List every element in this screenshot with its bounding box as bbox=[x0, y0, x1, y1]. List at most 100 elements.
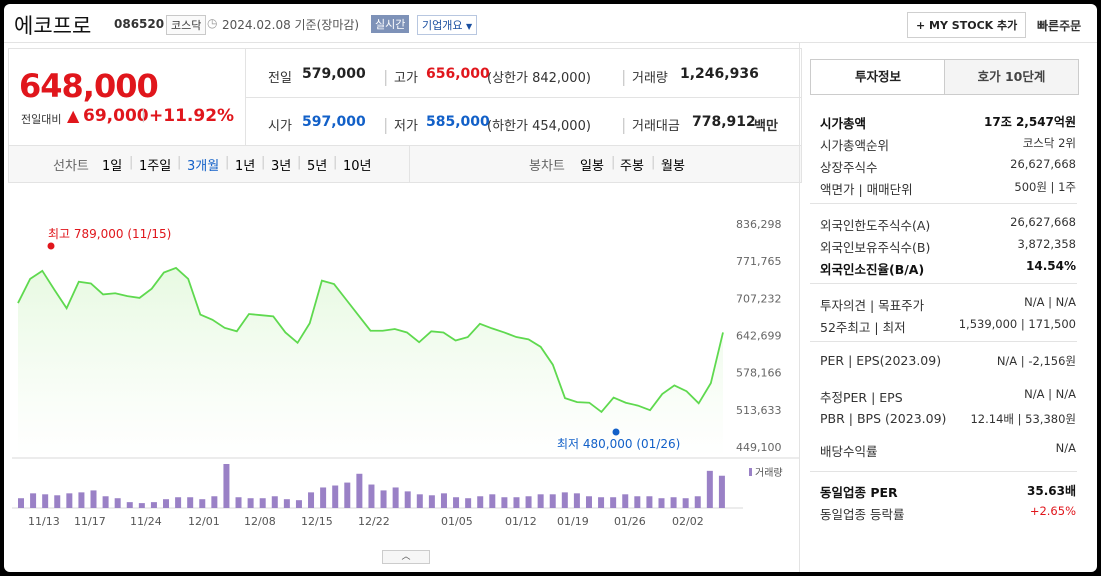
y-tick-label: 836,298 bbox=[736, 218, 782, 231]
info-label: PBR | BPS (2023.09) bbox=[820, 411, 947, 426]
volume-bar bbox=[66, 493, 73, 508]
volume-bar bbox=[332, 485, 339, 508]
chevron-down-icon: ▼ bbox=[465, 22, 473, 31]
volume-bar bbox=[187, 497, 194, 508]
volume-bar bbox=[356, 473, 363, 508]
info-value: +2.65% bbox=[1029, 504, 1076, 518]
x-tick-label: 01/19 bbox=[557, 515, 589, 528]
tab-orderbook[interactable]: 호가 10단계 bbox=[944, 59, 1079, 95]
volume-bar bbox=[259, 498, 266, 508]
divider bbox=[810, 203, 1077, 204]
tab-1w[interactable]: 1주일 bbox=[139, 159, 172, 174]
info-value: N/A | -2,156원 bbox=[996, 354, 1076, 368]
info-label: PER | EPS(2023.09) bbox=[820, 353, 942, 368]
volume-bar bbox=[308, 492, 315, 508]
x-tick-label: 02/02 bbox=[672, 515, 704, 528]
tab-investment-info[interactable]: 투자정보 bbox=[810, 59, 946, 94]
company-overview-button[interactable]: 기업개요 ▼ bbox=[417, 15, 478, 35]
high-annotation: 최고 789,000 (11/15) bbox=[48, 227, 171, 241]
chevron-up-icon: ︿ bbox=[401, 552, 411, 562]
info-label: 상장주식수 bbox=[820, 160, 878, 175]
price-chart: 836,298 771,765 707,232 642,699 578,166 513,6… bbox=[12, 218, 800, 528]
info-label: 외국인소진율(B/A) bbox=[820, 262, 925, 277]
volume-bar bbox=[295, 500, 302, 508]
volume-bar bbox=[525, 496, 532, 508]
prev-label: 전일 bbox=[268, 71, 292, 86]
volume-bar bbox=[199, 499, 206, 508]
info-value: N/A | N/A bbox=[1024, 387, 1076, 401]
tab-1d[interactable]: 1일 bbox=[102, 159, 123, 174]
tab-3y[interactable]: 3년 bbox=[271, 159, 292, 174]
change-value: 69,000 bbox=[83, 106, 149, 126]
divider bbox=[810, 341, 1077, 342]
tab-10y[interactable]: 10년 bbox=[343, 159, 372, 174]
current-price: 648,000 bbox=[19, 67, 159, 105]
tab-weekly[interactable]: 주봉 bbox=[620, 159, 644, 174]
price-summary: 전일 579,000 | 고가 656,000 (상한가 842,000) | … bbox=[245, 48, 802, 146]
y-tick-label: 578,166 bbox=[736, 367, 782, 380]
volume-bar bbox=[501, 497, 508, 508]
amount-unit: 백만 bbox=[754, 119, 778, 134]
volume-bar bbox=[646, 496, 653, 508]
info-label: 52주최고 | 최저 bbox=[820, 320, 906, 335]
candle-chart-label: 봉차트 bbox=[529, 159, 565, 174]
stock-name: 에코프로 bbox=[14, 14, 92, 38]
volume-bar bbox=[150, 502, 157, 508]
volume-bar bbox=[42, 494, 49, 508]
y-tick-label: 707,232 bbox=[736, 292, 782, 305]
volume-bar bbox=[78, 492, 85, 508]
tab-3m[interactable]: 3개월 bbox=[187, 159, 220, 174]
volume-bar bbox=[489, 494, 496, 508]
volume-bar bbox=[706, 470, 713, 508]
volume-bar bbox=[477, 496, 484, 508]
volume-bar bbox=[610, 497, 617, 508]
volume-bar bbox=[465, 498, 472, 508]
stock-code: 086520 bbox=[114, 17, 165, 31]
low-label: 저가 bbox=[394, 119, 418, 134]
quick-order-link[interactable]: 빠른주문 bbox=[1037, 19, 1082, 33]
tab-1y[interactable]: 1년 bbox=[235, 159, 256, 174]
tab-5y[interactable]: 5년 bbox=[307, 159, 328, 174]
volume-bar bbox=[670, 497, 677, 508]
info-label: 동일업종 PER bbox=[820, 485, 898, 500]
tab-daily[interactable]: 일봉 bbox=[580, 159, 604, 174]
volume-bar bbox=[392, 487, 399, 508]
info-label: 투자의견 | 목표주가 bbox=[820, 298, 925, 313]
stock-header: 에코프로 086520 코스닥 ◷ 2024.02.08 기준(장마감) 실시간… bbox=[4, 4, 1097, 43]
my-stock-add-button[interactable]: + MY STOCK 추가 bbox=[907, 12, 1027, 38]
volume-bar bbox=[235, 497, 242, 508]
high-label: 고가 bbox=[394, 71, 418, 86]
volume-bar bbox=[634, 496, 641, 508]
realtime-badge[interactable]: 실시간 bbox=[371, 15, 410, 33]
volume-bar bbox=[428, 495, 435, 508]
tab-monthly[interactable]: 월봉 bbox=[661, 159, 685, 174]
price-area bbox=[18, 267, 723, 457]
volume-label: 거래량 bbox=[632, 71, 668, 86]
volume-bar bbox=[537, 494, 544, 508]
amount-label: 거래대금 bbox=[632, 119, 680, 134]
open-label: 시가 bbox=[268, 119, 292, 134]
volume-bar bbox=[416, 494, 423, 508]
x-tick-label: 11/13 bbox=[28, 515, 60, 528]
line-chart-label: 선차트 bbox=[53, 159, 89, 174]
volume-bar bbox=[114, 498, 121, 508]
divider bbox=[810, 471, 1077, 472]
volume-bar bbox=[718, 475, 725, 508]
collapse-button[interactable]: ︿ bbox=[382, 550, 430, 564]
volume-bar bbox=[694, 496, 701, 508]
y-tick-label: 449,100 bbox=[736, 441, 782, 454]
volume-bar bbox=[549, 494, 556, 508]
company-overview-label: 기업개요 bbox=[422, 19, 463, 32]
info-value: N/A | N/A bbox=[1024, 295, 1076, 309]
low-annotation: 최저 480,000 (01/26) bbox=[557, 437, 680, 451]
y-tick-label: 642,699 bbox=[736, 330, 782, 343]
volume-bar bbox=[320, 487, 327, 508]
y-tick-label: 513,633 bbox=[736, 404, 782, 417]
high-marker bbox=[47, 242, 55, 250]
volume-bar bbox=[175, 497, 182, 508]
volume-bar bbox=[344, 482, 351, 508]
volume-legend-label: 거래량 bbox=[755, 467, 783, 479]
info-label: 외국인보유주식수(B) bbox=[820, 240, 931, 255]
volume-bar bbox=[223, 464, 230, 508]
volume-bar bbox=[453, 497, 460, 508]
